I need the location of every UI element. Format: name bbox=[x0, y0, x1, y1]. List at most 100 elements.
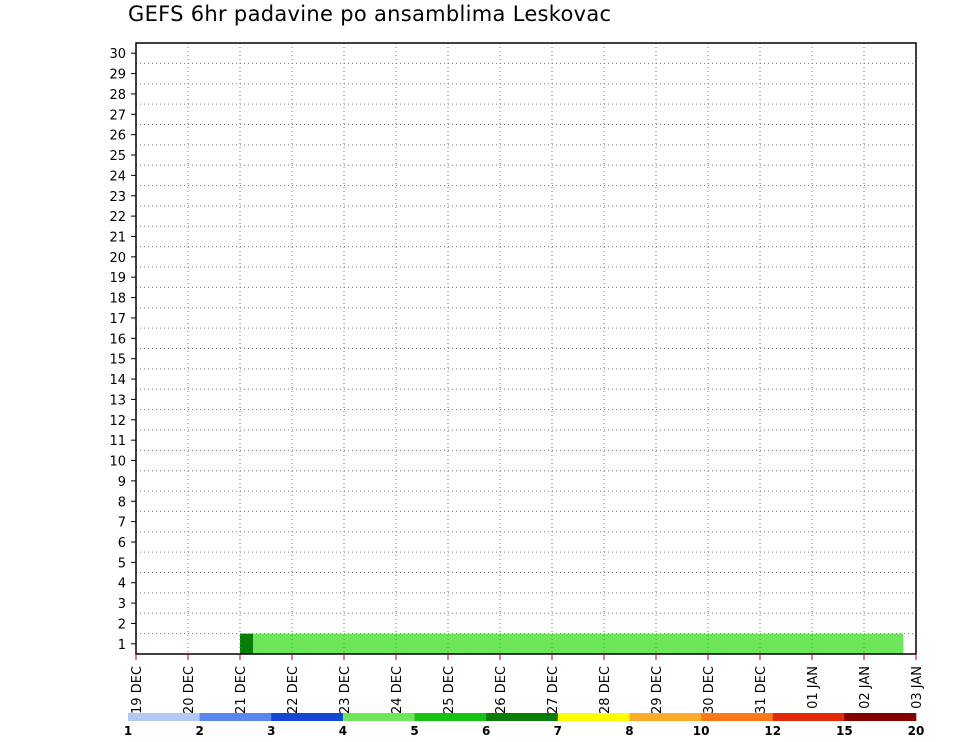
y-tick-label: 1 bbox=[118, 638, 126, 653]
plot-frame bbox=[135, 42, 917, 655]
legend-boundary-label: 12 bbox=[764, 724, 781, 738]
x-tick-label: 30 DEC bbox=[702, 666, 717, 714]
heatmap-cell bbox=[474, 633, 488, 655]
x-tick-label: 20 DEC bbox=[182, 666, 197, 714]
y-tick-label: 19 bbox=[109, 271, 126, 286]
legend-color-swatch bbox=[629, 713, 702, 721]
heatmap-cell bbox=[318, 633, 332, 655]
x-tick-label: 31 DEC bbox=[754, 666, 769, 714]
heatmap-cell bbox=[734, 633, 748, 655]
y-tick-label: 29 bbox=[109, 68, 126, 83]
heatmap-cell bbox=[526, 633, 540, 655]
y-tick-label: 15 bbox=[109, 353, 126, 368]
heatmap-cell bbox=[357, 633, 371, 655]
legend-boundary-label: 4 bbox=[339, 724, 347, 738]
heatmap-cell bbox=[877, 633, 891, 655]
heatmap-cell bbox=[448, 633, 462, 655]
heatmap-cell bbox=[708, 633, 722, 655]
y-tick-label: 12 bbox=[109, 414, 126, 429]
heatmap-cell bbox=[838, 633, 852, 655]
heatmap-cell bbox=[370, 633, 384, 655]
heatmap-cell bbox=[422, 633, 436, 655]
y-tick-label: 18 bbox=[109, 292, 126, 307]
heatmap-cell bbox=[383, 633, 397, 655]
heatmap-cell bbox=[669, 633, 683, 655]
heatmap-cell bbox=[890, 633, 904, 655]
heatmap-cell bbox=[851, 633, 865, 655]
heatmap-cell bbox=[747, 633, 761, 655]
heatmap-cell bbox=[812, 633, 826, 655]
legend-color-swatch bbox=[701, 713, 774, 721]
legend-boundary-label: 10 bbox=[693, 724, 710, 738]
heatmap-cell bbox=[773, 633, 787, 655]
heatmap-cell bbox=[604, 633, 618, 655]
heatmap-cell bbox=[240, 633, 254, 655]
heatmap-cell bbox=[630, 633, 644, 655]
heatmap-cell bbox=[539, 633, 553, 655]
x-tick-label: 29 DEC bbox=[650, 666, 665, 714]
y-tick-label: 22 bbox=[109, 210, 126, 225]
legend-boundary-label: 6 bbox=[482, 724, 490, 738]
heatmap-cell bbox=[578, 633, 592, 655]
x-tick-label: 01 JAN bbox=[806, 666, 821, 709]
legend-color-swatch bbox=[557, 713, 630, 721]
y-tick-label: 6 bbox=[118, 536, 126, 551]
legend-boundary-label: 8 bbox=[625, 724, 633, 738]
heatmap-cell bbox=[279, 633, 293, 655]
heatmap-cell bbox=[565, 633, 579, 655]
y-tick-label: 30 bbox=[109, 47, 126, 62]
heatmap-cell bbox=[266, 633, 280, 655]
x-tick-label: 23 DEC bbox=[338, 666, 353, 714]
y-tick-label: 17 bbox=[109, 312, 126, 327]
heatmap-cell bbox=[305, 633, 319, 655]
heatmap-cell bbox=[500, 633, 514, 655]
heatmap-cell bbox=[292, 633, 306, 655]
legend-boundary-label: 3 bbox=[267, 724, 275, 738]
y-tick-label: 23 bbox=[109, 190, 126, 205]
legend-color-swatch bbox=[486, 713, 559, 721]
y-tick-label: 3 bbox=[118, 597, 126, 612]
x-tick-label: 03 JAN bbox=[910, 666, 925, 709]
heatmap-cell bbox=[331, 633, 345, 655]
heatmap-cell bbox=[695, 633, 709, 655]
heatmap-cell bbox=[786, 633, 800, 655]
heatmap-cell bbox=[461, 633, 475, 655]
legend-boundary-label: 15 bbox=[836, 724, 853, 738]
y-tick-label: 4 bbox=[118, 577, 126, 592]
heatmap-cell bbox=[643, 633, 657, 655]
y-tick-label: 13 bbox=[109, 393, 126, 408]
y-tick-label: 21 bbox=[109, 230, 126, 245]
y-tick-label: 14 bbox=[109, 373, 126, 388]
x-tick-label: 27 DEC bbox=[546, 666, 561, 714]
heatmap-cell bbox=[682, 633, 696, 655]
x-tick-label: 02 JAN bbox=[858, 666, 873, 709]
heatmap-cell bbox=[591, 633, 605, 655]
legend-color-swatch bbox=[342, 713, 415, 721]
legend-color-swatch bbox=[844, 713, 917, 721]
x-tick-label: 28 DEC bbox=[598, 666, 613, 714]
x-tick-label: 21 DEC bbox=[234, 666, 249, 714]
heatmap-cell bbox=[825, 633, 839, 655]
legend-color-swatch bbox=[199, 713, 272, 721]
y-tick-label: 27 bbox=[109, 108, 126, 123]
heatmap-cell bbox=[344, 633, 358, 655]
y-tick-label: 25 bbox=[109, 149, 126, 164]
y-tick-label: 24 bbox=[109, 169, 126, 184]
legend-color-swatch bbox=[271, 713, 344, 721]
legend-boundary-label: 1 bbox=[124, 724, 132, 738]
x-tick-label: 25 DEC bbox=[442, 666, 457, 714]
heatmap-cell bbox=[552, 633, 566, 655]
heatmap-cell bbox=[253, 633, 267, 655]
heatmap-cell bbox=[513, 633, 527, 655]
x-tick-label: 24 DEC bbox=[390, 666, 405, 714]
heatmap-cell bbox=[799, 633, 813, 655]
x-tick-label: 26 DEC bbox=[494, 666, 509, 714]
legend-color-swatch bbox=[128, 713, 200, 721]
y-tick-label: 28 bbox=[109, 88, 126, 103]
y-tick-label: 8 bbox=[118, 495, 126, 510]
y-tick-label: 7 bbox=[118, 516, 126, 531]
y-tick-label: 11 bbox=[109, 434, 126, 449]
x-tick-label: 22 DEC bbox=[286, 666, 301, 714]
legend-boundary-label: 20 bbox=[908, 724, 925, 738]
